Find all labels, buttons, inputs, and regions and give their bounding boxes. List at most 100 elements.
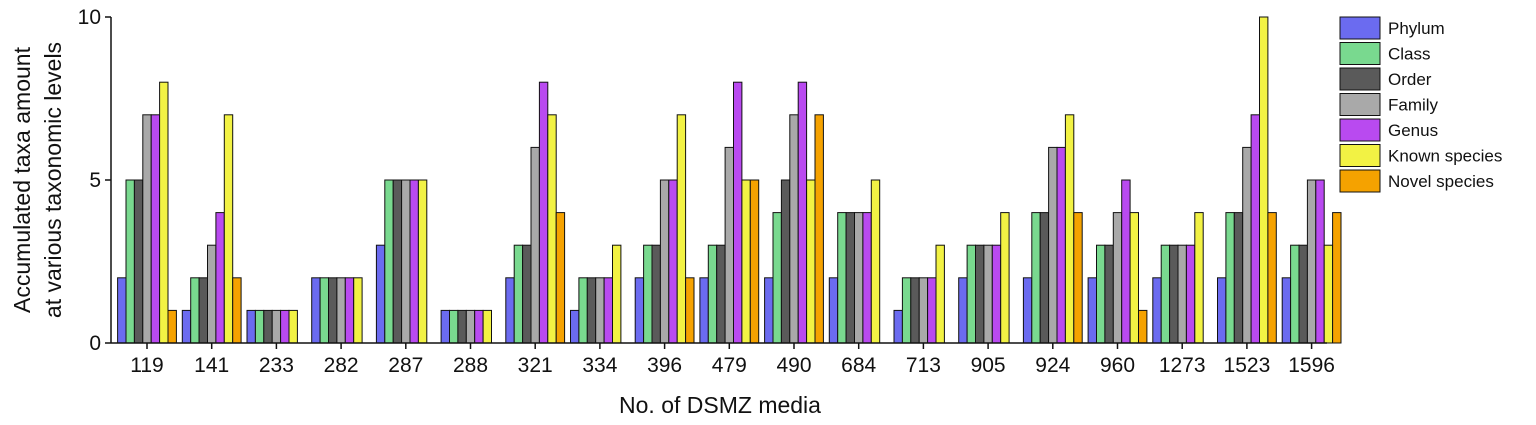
bar <box>668 179 678 344</box>
bar <box>780 179 791 344</box>
legend-label: Order <box>1388 70 1432 89</box>
bar <box>1129 212 1139 344</box>
bar <box>854 212 864 344</box>
bar <box>797 81 808 344</box>
bar <box>375 244 386 344</box>
bar <box>1031 212 1041 344</box>
bar <box>1073 212 1083 344</box>
x-tick-label: 1596 <box>1288 354 1335 377</box>
bar <box>482 309 493 344</box>
bar <box>659 179 670 344</box>
bar <box>288 309 298 344</box>
legend-label: Phylum <box>1388 19 1445 38</box>
bar <box>1315 179 1325 344</box>
bar <box>263 309 273 344</box>
bar <box>142 114 152 344</box>
bar <box>983 244 993 344</box>
y-tick-label: 10 <box>78 6 101 29</box>
x-axis-label: No. of DSMZ media <box>619 392 821 418</box>
x-tick-label: 684 <box>841 354 876 377</box>
bar <box>1281 277 1292 344</box>
bar <box>845 212 855 344</box>
bar <box>716 244 726 344</box>
bar <box>1194 212 1204 344</box>
bar <box>538 81 549 344</box>
bar <box>1217 277 1227 344</box>
bar <box>1290 244 1300 344</box>
x-tick-label: 713 <box>906 354 941 377</box>
bar <box>828 277 839 344</box>
y-axis-label-line2: at various taxonomic levels <box>40 42 66 318</box>
bar <box>685 277 695 344</box>
bar <box>1332 212 1342 344</box>
bar <box>465 309 476 344</box>
x-ticks: 119 141 233 282 287 288 321 334 396 479 490 684 713 9… <box>130 343 1335 377</box>
legend-label: Novel species <box>1388 172 1494 191</box>
bar <box>862 212 872 344</box>
bar <box>1259 16 1269 344</box>
legend-label: Genus <box>1388 121 1438 140</box>
bar <box>1056 146 1066 344</box>
bar <box>814 114 824 344</box>
bar <box>634 277 645 344</box>
bar <box>966 244 976 344</box>
y-ticks: 0 5 10 <box>78 6 111 355</box>
bar <box>586 277 597 344</box>
bar <box>319 277 330 344</box>
legend-label: Known species <box>1388 147 1502 166</box>
bar <box>578 277 588 344</box>
bar <box>733 81 743 344</box>
bar <box>167 309 177 344</box>
bar <box>975 244 985 344</box>
x-tick-label: 282 <box>324 354 359 377</box>
x-tick-label: 960 <box>1100 354 1135 377</box>
bar <box>595 277 605 344</box>
bar <box>1298 244 1308 344</box>
bar <box>901 277 912 344</box>
bar <box>1185 244 1196 344</box>
bar <box>513 244 524 344</box>
bar <box>1306 179 1317 344</box>
bar <box>870 179 881 344</box>
bar <box>280 309 290 344</box>
bar <box>198 277 209 344</box>
bar <box>603 277 613 344</box>
bar <box>117 277 127 344</box>
bar <box>555 212 566 344</box>
bar <box>133 179 144 344</box>
x-tick-label: 321 <box>518 354 553 377</box>
bar <box>651 244 661 344</box>
bar <box>547 114 557 344</box>
bar <box>505 277 515 344</box>
bar <box>246 309 256 344</box>
bar <box>749 179 760 344</box>
bar <box>125 179 135 344</box>
legend-label: Family <box>1388 96 1439 115</box>
bar <box>440 309 451 344</box>
bar <box>254 309 265 344</box>
bar <box>384 179 394 344</box>
y-tick-label: 5 <box>89 169 101 192</box>
bar <box>1096 244 1106 344</box>
bar <box>699 277 709 344</box>
bar <box>1104 244 1114 344</box>
bar <box>958 277 968 344</box>
legend-swatch <box>1339 42 1381 65</box>
x-tick-label: 287 <box>388 354 423 377</box>
bar <box>181 309 192 344</box>
bar <box>918 277 929 344</box>
bar <box>806 179 816 344</box>
bar <box>1233 212 1244 344</box>
bar <box>1177 244 1187 344</box>
bar <box>1000 212 1010 344</box>
bar <box>741 179 751 344</box>
bar <box>336 277 346 344</box>
legend-label: Class <box>1388 45 1431 64</box>
y-tick-label: 0 <box>89 332 101 355</box>
bar <box>789 114 799 344</box>
bar <box>457 309 467 344</box>
bar <box>344 277 355 344</box>
bar <box>328 277 338 344</box>
